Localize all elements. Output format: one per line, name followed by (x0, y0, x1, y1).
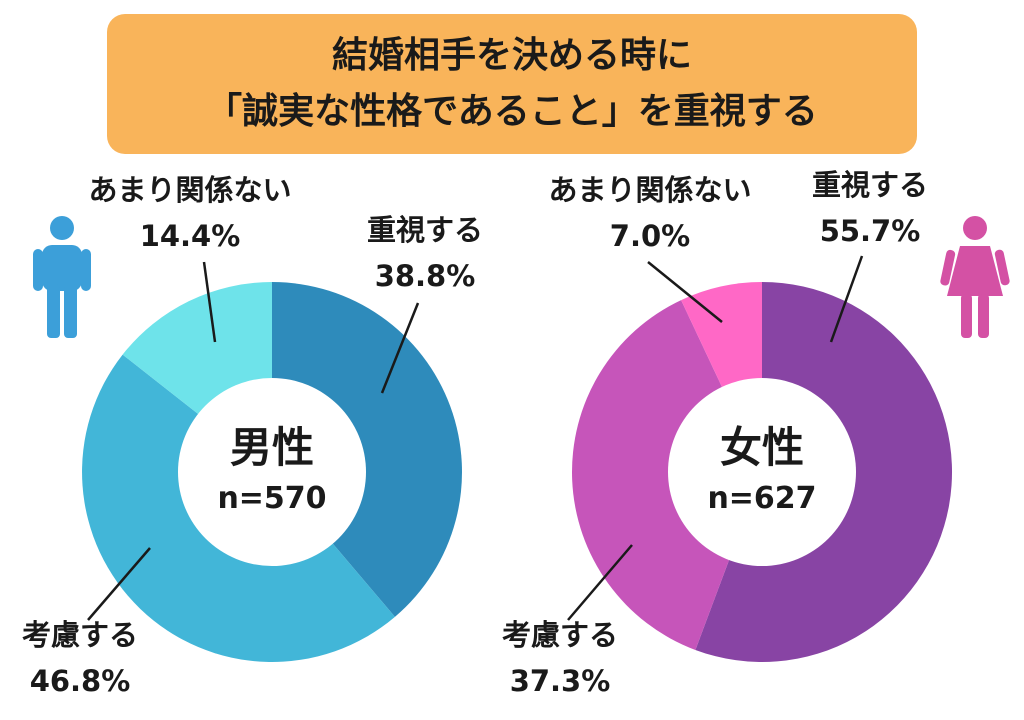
woman-icon (940, 216, 1010, 338)
female-donut-hole (668, 378, 856, 566)
title-line-1: 結婚相手を決める時に (331, 35, 692, 76)
male-slice-label-0: 重視する (367, 213, 483, 247)
male-donut-hole (178, 378, 366, 566)
female-slice-label-0: 重視する (812, 168, 928, 202)
male-leader-0 (380, 302, 420, 394)
male-chart-title: 男性 (230, 423, 314, 472)
female-leader-2 (647, 261, 723, 323)
female-slice-1 (572, 300, 762, 650)
male-slice-0 (272, 282, 462, 617)
man-icon (33, 216, 91, 338)
female-slice-label-1: 考慮する (502, 618, 618, 652)
male-slice-value-1: 46.8% (30, 664, 131, 698)
male-leader-2 (202, 261, 217, 343)
male-slice-value-0: 38.8% (375, 259, 476, 293)
female-leader-0 (829, 255, 864, 343)
male-slice-label-2: あまり関係ない (88, 173, 291, 207)
male-sample-size: n=570 (217, 481, 326, 516)
female-leader-1 (567, 544, 633, 621)
female-slice-value-2: 7.0% (610, 219, 690, 253)
male-slice-value-2: 14.4% (140, 219, 241, 253)
female-chart-title: 女性 (720, 423, 804, 472)
female-slice-value-0: 55.7% (820, 214, 921, 248)
female-sample-size: n=627 (707, 481, 816, 516)
male-donut-chart: 男性 n=570 重視する 38.8% 考慮する 46.8% あまり関係ない 14.4% (22, 173, 483, 698)
female-slice-label-2: あまり関係ない (548, 173, 751, 207)
male-leader-1 (87, 547, 151, 621)
title-banner: 結婚相手を決める時に 「誠実な性格であること」を重視する (107, 14, 917, 154)
title-line-2: 「誠実な性格であること」を重視する (206, 91, 818, 132)
male-slice-label-1: 考慮する (22, 618, 138, 652)
female-slice-value-1: 37.3% (510, 664, 611, 698)
female-donut-chart: 女性 n=627 重視する 55.7% 考慮する 37.3% あまり関係ない 7.0% (502, 168, 953, 698)
